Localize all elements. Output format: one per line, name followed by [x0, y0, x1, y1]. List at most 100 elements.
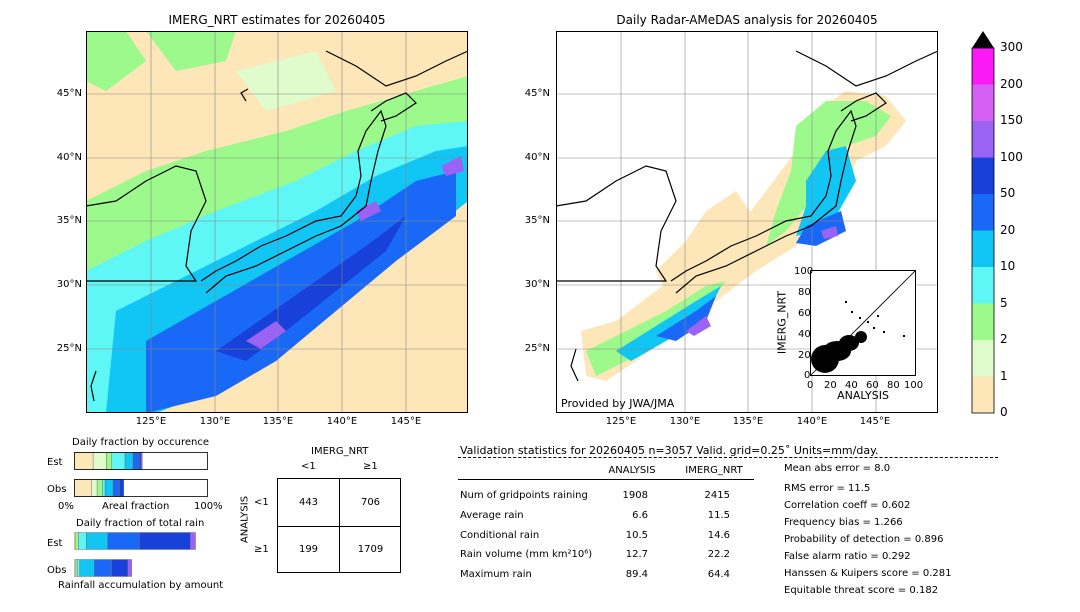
occurrence-obs-segment — [104, 479, 114, 497]
total-rain-obs-segment — [76, 559, 81, 577]
colorbar-label: 100 — [1000, 149, 1023, 164]
left-map-rain-field — [86, 31, 468, 413]
right-map-title: Daily Radar-AMeDAS analysis for 20260405 — [616, 13, 878, 27]
lon-label: 125°E — [605, 416, 637, 427]
occurrence-row-obs: Obs — [47, 484, 67, 495]
occurrence-row-est: Est — [47, 457, 63, 468]
colorbar-frame — [971, 47, 995, 414]
lon-label: 130°E — [669, 416, 701, 427]
stat-imerg: 22.2 — [707, 549, 730, 560]
provided-by-label: Provided by JWA/JMA — [561, 397, 675, 410]
stat-imerg: 2415 — [704, 490, 730, 501]
inset-ytick: 40 — [798, 329, 811, 340]
contingency-row-ge: ≥1 — [254, 544, 269, 555]
colorbar-label: 5 — [1000, 295, 1008, 310]
contingency-row-header: ANALYSIS — [239, 495, 251, 544]
stat-analysis: 89.4 — [625, 569, 648, 580]
lat-label: 45°N — [56, 88, 82, 99]
occurrence-est-segment — [111, 452, 126, 470]
colorbar-segment — [972, 84, 994, 121]
score-line: Hanssen & Kuipers score = 0.281 — [784, 568, 952, 579]
colorbar-segment — [972, 194, 994, 231]
occurrence-obs-segment — [112, 479, 120, 497]
lon-label: 140°E — [326, 416, 358, 427]
colorbar-label: 1 — [1000, 368, 1008, 383]
total-rain-est-segment — [139, 532, 191, 550]
stat-imerg: 11.5 — [707, 510, 730, 521]
colorbar-label: 20 — [1000, 222, 1016, 237]
occurrence-est-segment — [92, 452, 107, 470]
colorbar-segment — [972, 340, 994, 377]
total-rain-est-segment — [78, 532, 87, 550]
contingency-row-lt: <1 — [254, 497, 269, 508]
inset-scatter-svg — [810, 270, 916, 376]
stat-analysis: 10.5 — [625, 530, 648, 541]
right-precip-map — [556, 31, 938, 413]
contingency-b: 706 — [360, 497, 381, 508]
inset-ytick: 100 — [794, 266, 814, 277]
validation-col-rule — [458, 479, 754, 480]
occurrence-axis-right: 100% — [194, 501, 223, 512]
lat-label: 25°N — [56, 343, 82, 354]
stat-imerg: 14.6 — [707, 530, 730, 541]
occurrence-title: Daily fraction by occurence — [72, 437, 210, 448]
occurrence-est-segment — [74, 452, 94, 470]
score-line: Correlation coeff = 0.602 — [784, 500, 911, 511]
colorbar-segment — [972, 230, 994, 267]
inset-ytick: 80 — [798, 287, 811, 298]
lat-label: 30°N — [56, 279, 82, 290]
colorbar-segment — [972, 48, 994, 85]
stat-analysis: 1908 — [622, 490, 648, 501]
inset-xtick: 80 — [887, 380, 900, 391]
inset-xtick: 40 — [845, 380, 858, 391]
colorbar-label: 10 — [1000, 259, 1016, 273]
lon-label: 135°E — [732, 416, 764, 427]
occurrence-axis-left: 0% — [58, 501, 74, 512]
inset-ytick: 60 — [798, 308, 811, 319]
lat-label: 35°N — [56, 215, 82, 226]
occurrence-obs-segment — [74, 479, 92, 497]
score-line: Frequency bias = 1.266 — [784, 517, 903, 528]
total-rain-est-segment — [107, 532, 140, 550]
colorbar-segment — [972, 157, 994, 194]
validation-col-analysis: ANALYSIS — [608, 465, 656, 476]
stat-label: Conditional rain — [460, 530, 540, 541]
inset-ytick: 0 — [804, 370, 811, 381]
lon-label: 140°E — [796, 416, 828, 427]
lon-label: 145°E — [390, 416, 422, 427]
contingency-table: 443 706 199 1709 — [277, 478, 401, 573]
lat-label: 45°N — [524, 88, 550, 99]
inset-xlabel: ANALYSIS — [837, 389, 889, 402]
lon-label: 135°E — [262, 416, 294, 427]
right-map-frame — [556, 31, 938, 413]
total-rain-axis-label: Rainfall accumulation by amount — [58, 580, 224, 591]
lon-label: 125°E — [135, 416, 167, 427]
occurrence-est-segment — [132, 452, 140, 470]
occurrence-est-segment — [124, 452, 134, 470]
contingency-col-lt: <1 — [301, 461, 316, 472]
score-line: Mean abs error = 8.0 — [784, 463, 891, 474]
lat-label: 40°N — [56, 152, 82, 163]
occurrence-obs-segment — [119, 479, 124, 497]
lat-label: 30°N — [524, 279, 550, 290]
left-map-grid — [86, 31, 468, 413]
contingency-c: 199 — [298, 544, 319, 555]
total-rain-obs-segment — [127, 559, 132, 577]
contingency-col-header: IMERG_NRT — [311, 446, 369, 457]
occurrence-est-segment — [140, 452, 143, 470]
colorbar-segments — [972, 48, 994, 413]
colorbar-segment — [972, 376, 994, 413]
contingency-d: 1709 — [357, 544, 384, 555]
inset-xtick: 100 — [904, 380, 924, 391]
inset-xtick: 0 — [807, 380, 814, 391]
occurrence-est-segment — [106, 452, 112, 470]
inset-ylabel: IMERG_NRT — [775, 290, 789, 355]
colorbar-extend-arrow — [972, 31, 994, 48]
score-line: Equitable threat score = 0.182 — [784, 585, 939, 596]
lon-label: 145°E — [859, 416, 891, 427]
left-map-title: IMERG_NRT estimates for 20260405 — [168, 13, 386, 27]
total-rain-obs-segment — [94, 559, 112, 577]
left-map-coastlines — [86, 50, 468, 402]
occurrence-axis-mid: Areal fraction — [102, 501, 170, 512]
lon-label: 130°E — [199, 416, 231, 427]
